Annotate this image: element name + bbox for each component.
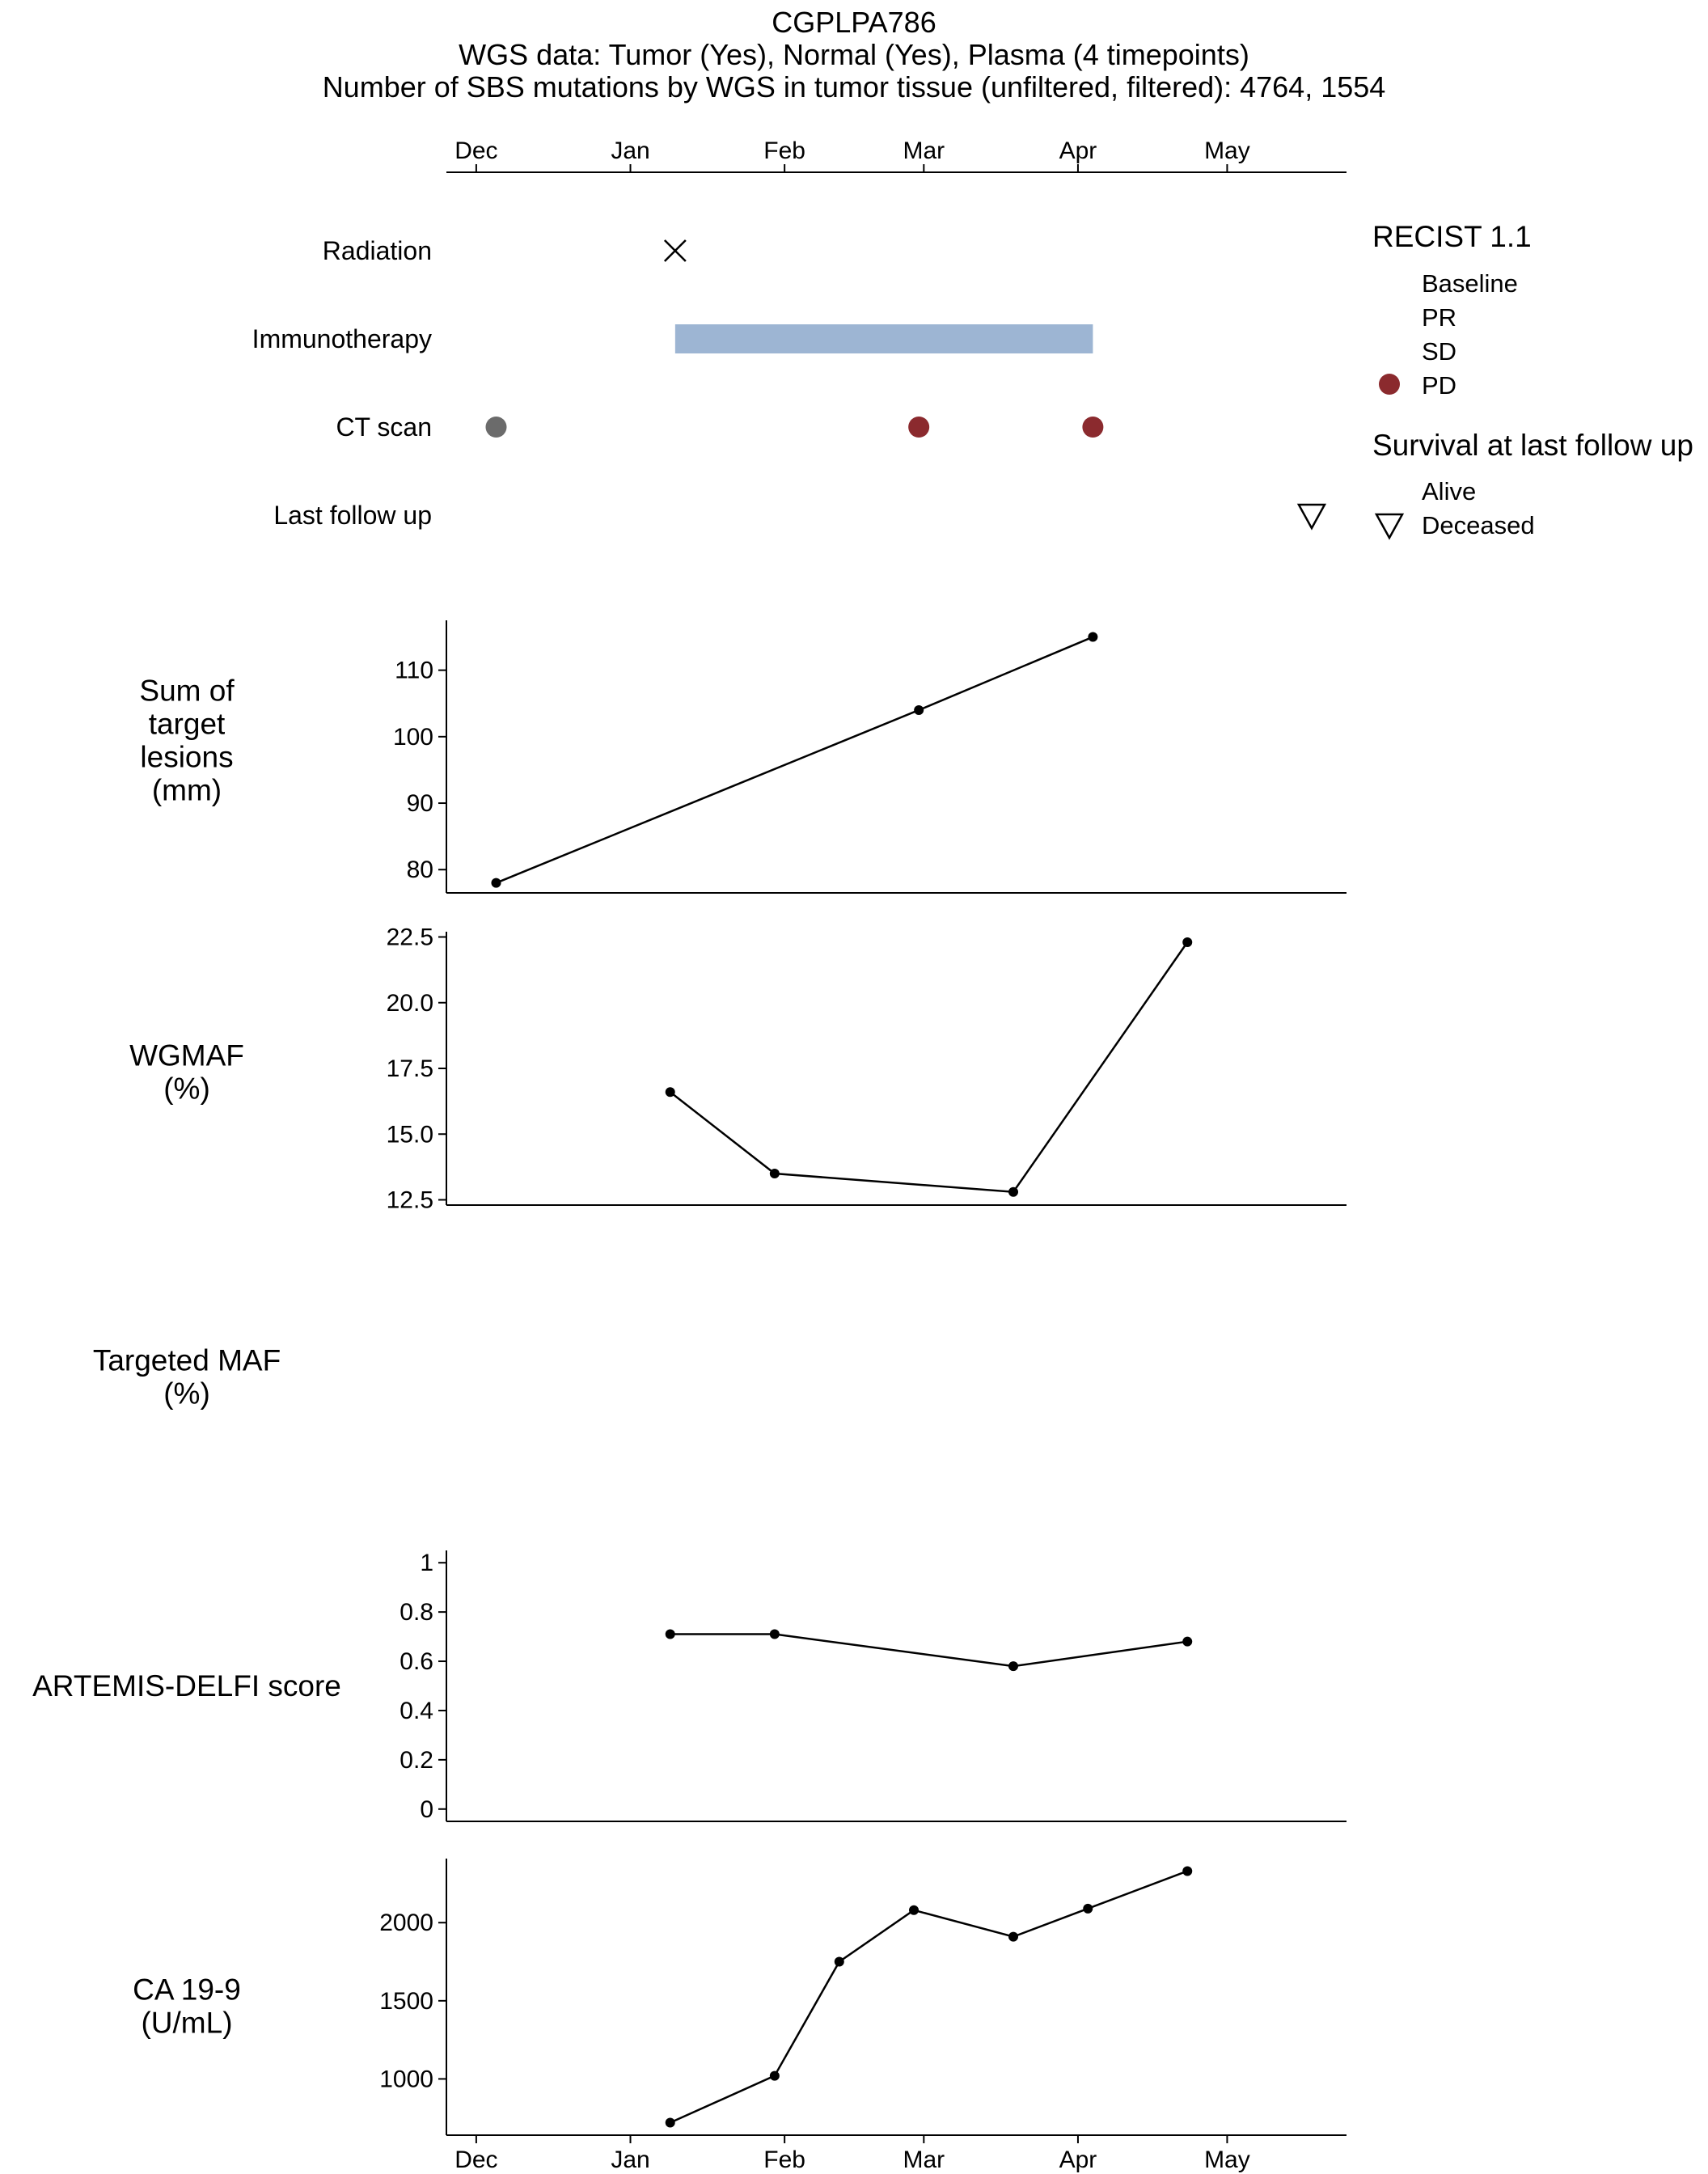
panel-ca199-data-point	[834, 1956, 844, 1967]
panel-wgmaf-y-tick-label: 12.5	[387, 1187, 433, 1214]
panel-artemis-y-tick-label: 0.4	[400, 1698, 433, 1724]
panel-targeted-label: (%)	[163, 1377, 210, 1411]
legend-survival-label: Deceased	[1422, 511, 1535, 539]
panel-sum-data-point	[491, 878, 501, 888]
panel-wgmaf-y-tick-label: 17.5	[387, 1055, 433, 1082]
panel-wgmaf: WGMAF(%) 12.5 15.0 17.5 20.0 22.5	[129, 924, 1347, 1214]
legend-survival-title: Survival at last follow up	[1372, 429, 1693, 462]
panel-artemis-data-point	[1008, 1661, 1019, 1672]
panel-ca199-series-line	[670, 1870, 1188, 2124]
panel-ca199-data-point	[909, 1905, 920, 1915]
panel-wgmaf-y-tick-label: 15.0	[387, 1121, 433, 1148]
top-date-axis: Dec Jan Feb Mar Apr May	[446, 137, 1347, 173]
chart-legend: RECIST 1.1 Baseline PR SD PD Survival at last…	[1372, 220, 1693, 540]
measurement-panels: Sum oftargetlesions(mm)8090100110WGMAF(%…	[32, 620, 1347, 2136]
chart-subtitle-sbs: Number of SBS mutations by WGS in tumor …	[323, 70, 1386, 104]
panel-artemis-label: ARTEMIS-DELFI score	[32, 1669, 341, 1702]
panel-artemis-data-point	[1182, 1636, 1193, 1647]
top-axis-tick-label: Feb	[763, 137, 805, 164]
panel-ca199-y-tick-label: 1500	[379, 1988, 433, 2015]
panel-artemis-data-point	[769, 1629, 780, 1639]
panel-artemis-y-tick-label: 0.8	[400, 1599, 433, 1626]
panel-sum-data-point	[1088, 632, 1098, 642]
panel-wgmaf-label: WGMAF	[129, 1039, 244, 1072]
legend-recist-label: PR	[1422, 303, 1456, 332]
legend-recist-label: PD	[1422, 371, 1456, 400]
panel-artemis-y-tick-label: 1	[420, 1550, 433, 1576]
panel-sum-y-tick-label: 110	[395, 658, 433, 684]
panel-ca199-y-tick-label: 1000	[379, 2066, 433, 2092]
panel-targeted-label: Targeted MAF	[93, 1344, 281, 1377]
panel-wgmaf-data-point	[1182, 937, 1193, 947]
panel-sum-y-tick-label: 100	[393, 724, 433, 751]
panel-artemis-data-point	[665, 1629, 675, 1639]
chart-subtitle-wgs: WGS data: Tumor (Yes), Normal (Yes), Pla…	[459, 38, 1249, 71]
panel-artemis-y-tick-label: 0.6	[400, 1648, 433, 1675]
panel-wgmaf-data-point	[665, 1087, 675, 1098]
immunotherapy-bar	[674, 324, 1093, 353]
bottom-date-axis: Dec Jan Feb Mar Apr May	[446, 2134, 1347, 2173]
top-axis-tick-label: Dec	[454, 137, 497, 164]
bottom-axis-tick-label: Mar	[903, 2147, 945, 2173]
timeline-row-label: Immunotherapy	[252, 324, 432, 353]
panel-sum-y-tick-label: 80	[407, 856, 433, 883]
panel-ca199-data-point	[1008, 1931, 1019, 1942]
timeline-row-label: Radiation	[323, 236, 432, 265]
panel-sum-y-tick-label: 90	[407, 790, 433, 817]
panel-ca199: CA 19-9(U/mL) 1000 1500 2000	[133, 1859, 1347, 2136]
ct-scan-marker	[908, 417, 930, 438]
chart-title: CGPLPA786	[772, 6, 936, 39]
panel-sum-data-point	[914, 704, 924, 715]
bottom-axis-tick-label: Jan	[611, 2147, 649, 2173]
bottom-axis-tick-label: Dec	[454, 2147, 497, 2173]
panel-targeted: Targeted MAF(%)	[93, 1344, 281, 1411]
timeline-row-label: CT scan	[336, 412, 432, 442]
panel-ca199-data-point	[1083, 1903, 1093, 1914]
top-axis-tick-label: Jan	[611, 137, 649, 164]
panel-sum-label: target	[149, 708, 226, 741]
panel-sum-label: Sum of	[139, 675, 235, 708]
panel-wgmaf-data-point	[1008, 1186, 1019, 1197]
panel-ca199-data-point	[665, 2117, 675, 2128]
panel-wgmaf-y-tick-label: 20.0	[387, 990, 433, 1017]
legend-recist-swatch	[1379, 374, 1400, 395]
bottom-axis-tick-label: Feb	[763, 2147, 805, 2173]
panel-sum-series-line	[496, 636, 1093, 884]
panel-artemis-y-tick-label: 0.2	[400, 1747, 433, 1774]
panel-wgmaf-y-tick-label: 22.5	[387, 924, 433, 951]
panel-ca199-data-point	[769, 2070, 780, 2081]
panel-artemis-series-line	[670, 1633, 1188, 1668]
panel-ca199-data-point	[1182, 1866, 1193, 1876]
panel-ca199-y-tick-label: 2000	[379, 1910, 433, 1936]
top-axis-tick-label: May	[1204, 137, 1250, 164]
legend-survival-swatch	[1374, 513, 1405, 540]
ct-scan-marker	[1082, 417, 1104, 438]
legend-recist-label: SD	[1422, 337, 1456, 366]
treatment-timeline: Radiation Immunotherapy CT scan Last follow…	[252, 236, 1327, 531]
panel-ca199-label: CA 19-9	[133, 1973, 241, 2007]
timeline-row-label: Last follow up	[273, 501, 432, 530]
last-follow-up-marker	[1296, 503, 1327, 531]
ct-scan-marker	[485, 417, 507, 438]
top-axis-tick-label: Mar	[903, 137, 945, 164]
panel-artemis-y-tick-label: 0	[420, 1796, 433, 1823]
radiation-marker	[663, 239, 687, 262]
panel-sum-label: lesions	[140, 741, 233, 774]
panel-sum-label: (mm)	[152, 774, 222, 807]
legend-survival-label: Alive	[1422, 477, 1476, 505]
panel-artemis: ARTEMIS-DELFI score 0 0.2 0.4 0.6 0.8 1	[32, 1550, 1347, 1823]
panel-wgmaf-label: (%)	[163, 1072, 210, 1106]
bottom-axis-tick-label: Apr	[1059, 2147, 1097, 2173]
legend-recist-title: RECIST 1.1	[1372, 220, 1532, 253]
panel-ca199-label: (U/mL)	[141, 2007, 232, 2040]
legend-recist-label: Baseline	[1422, 269, 1518, 298]
top-axis-tick-label: Apr	[1059, 137, 1097, 164]
radiation-marker-stroke	[663, 239, 687, 262]
bottom-axis-tick-label: May	[1204, 2147, 1250, 2173]
panel-wgmaf-data-point	[769, 1169, 780, 1178]
panel-wgmaf-series-line	[669, 941, 1189, 1194]
